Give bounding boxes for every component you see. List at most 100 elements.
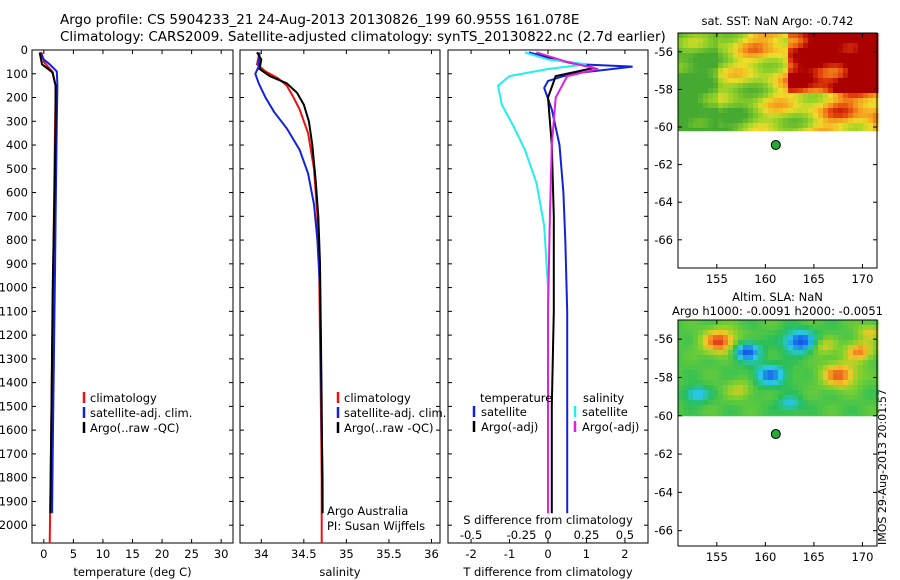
heatmap-cell xyxy=(728,88,734,94)
heatmap-cell xyxy=(873,123,879,129)
heatmap-cell xyxy=(718,350,724,356)
heatmap-cell xyxy=(733,43,739,49)
heatmap-cell xyxy=(763,410,769,416)
heatmap-cell xyxy=(758,128,764,132)
heatmap-cell xyxy=(728,73,734,79)
series-line xyxy=(38,52,57,514)
series-line xyxy=(255,52,323,543)
heatmap-cell xyxy=(708,375,714,381)
heatmap-cell xyxy=(773,405,779,411)
heatmap-cell xyxy=(833,345,839,351)
heatmap-cell xyxy=(868,88,874,94)
heatmap-cell xyxy=(768,365,774,371)
heatmap-cell xyxy=(693,128,699,132)
heatmap-cell xyxy=(798,63,804,69)
heatmap-cell xyxy=(723,128,729,132)
sla-map-title: Altim. SLA: NaN xyxy=(732,290,823,304)
heatmap-cell xyxy=(828,88,834,94)
heatmap-cell xyxy=(693,390,699,396)
heatmap-cell xyxy=(718,330,724,336)
heatmap-cell xyxy=(698,345,704,351)
heatmap-cell xyxy=(833,128,839,132)
heatmap-cell xyxy=(873,103,879,109)
heatmap-cell xyxy=(848,400,854,406)
heatmap-cell xyxy=(823,118,829,124)
heatmap-cell xyxy=(853,38,859,44)
heatmap-cell xyxy=(873,335,879,341)
heatmap-cell xyxy=(678,380,684,386)
heatmap-cell xyxy=(793,395,799,401)
heatmap-cell xyxy=(868,325,874,331)
heatmap-cell xyxy=(678,123,684,129)
heatmap-cell xyxy=(863,118,869,124)
heatmap-cell xyxy=(723,380,729,386)
heatmap-cell xyxy=(823,355,829,361)
heatmap-cell xyxy=(728,78,734,84)
heatmap-cell xyxy=(843,38,849,44)
heatmap-cell xyxy=(793,365,799,371)
heatmap-cell xyxy=(678,335,684,341)
heatmap-cell xyxy=(818,390,824,396)
heatmap-cell xyxy=(743,395,749,401)
heatmap-cell xyxy=(793,370,799,376)
heatmap-cell xyxy=(813,43,819,49)
heatmap-cell xyxy=(678,410,684,416)
heatmap-cell xyxy=(853,350,859,356)
heatmap-cell xyxy=(758,83,764,89)
heatmap-cell xyxy=(818,73,824,79)
heatmap-cell xyxy=(853,113,859,119)
heatmap-cell xyxy=(713,123,719,129)
heatmap-cell xyxy=(873,395,879,401)
heatmap-cell xyxy=(873,330,879,336)
heatmap-cell xyxy=(723,410,729,416)
heatmap-cell xyxy=(843,68,849,74)
heatmap-cell xyxy=(778,113,784,119)
heatmap-cell xyxy=(683,350,689,356)
heatmap-cell xyxy=(733,73,739,79)
heatmap-cell xyxy=(818,108,824,114)
heatmap-cell xyxy=(678,400,684,406)
heatmap-cell xyxy=(713,78,719,84)
heatmap-cell xyxy=(793,88,799,94)
heatmap-cell xyxy=(693,43,699,49)
heatmap-cell xyxy=(833,405,839,411)
heatmap-cell xyxy=(688,365,694,371)
difference-panel xyxy=(447,49,649,544)
x-tick-label: 30 xyxy=(214,547,229,561)
heatmap-cell xyxy=(768,355,774,361)
series-line xyxy=(536,51,595,514)
heatmap-cell xyxy=(768,370,774,376)
heatmap-cell xyxy=(863,375,869,381)
heatmap-cell xyxy=(808,43,814,49)
heatmap-cell xyxy=(853,370,859,376)
heatmap-cell xyxy=(688,340,694,346)
heatmap-cell xyxy=(858,73,864,79)
x-tick-label: 5 xyxy=(70,547,77,561)
heatmap-cell xyxy=(773,360,779,366)
heatmap-cell xyxy=(808,33,814,39)
heatmap-cell xyxy=(688,400,694,406)
heatmap-cell xyxy=(728,365,734,371)
heatmap-cell xyxy=(778,365,784,371)
heatmap-cell xyxy=(733,390,739,396)
heatmap-cell xyxy=(828,395,834,401)
heatmap-cell xyxy=(778,360,784,366)
heatmap-cell xyxy=(723,325,729,331)
legend-label: Argo(..raw -QC) xyxy=(344,421,434,435)
heatmap-cell xyxy=(763,93,769,99)
heatmap-cell xyxy=(713,63,719,69)
heatmap-cell xyxy=(723,350,729,356)
heatmap-cell xyxy=(708,345,714,351)
heatmap-cell xyxy=(838,325,844,331)
heatmap-cell xyxy=(808,58,814,64)
heatmap-cell xyxy=(778,68,784,74)
heatmap-cell xyxy=(783,68,789,74)
heatmap-cell xyxy=(873,385,879,391)
x-tick-label: 35 xyxy=(339,547,354,561)
heatmap-cell xyxy=(833,370,839,376)
heatmap-cell xyxy=(748,320,754,326)
x-tick-label: 165 xyxy=(803,272,825,286)
heatmap-cell xyxy=(858,410,864,416)
heatmap-cell xyxy=(863,113,869,119)
heatmap-cell xyxy=(758,98,764,104)
